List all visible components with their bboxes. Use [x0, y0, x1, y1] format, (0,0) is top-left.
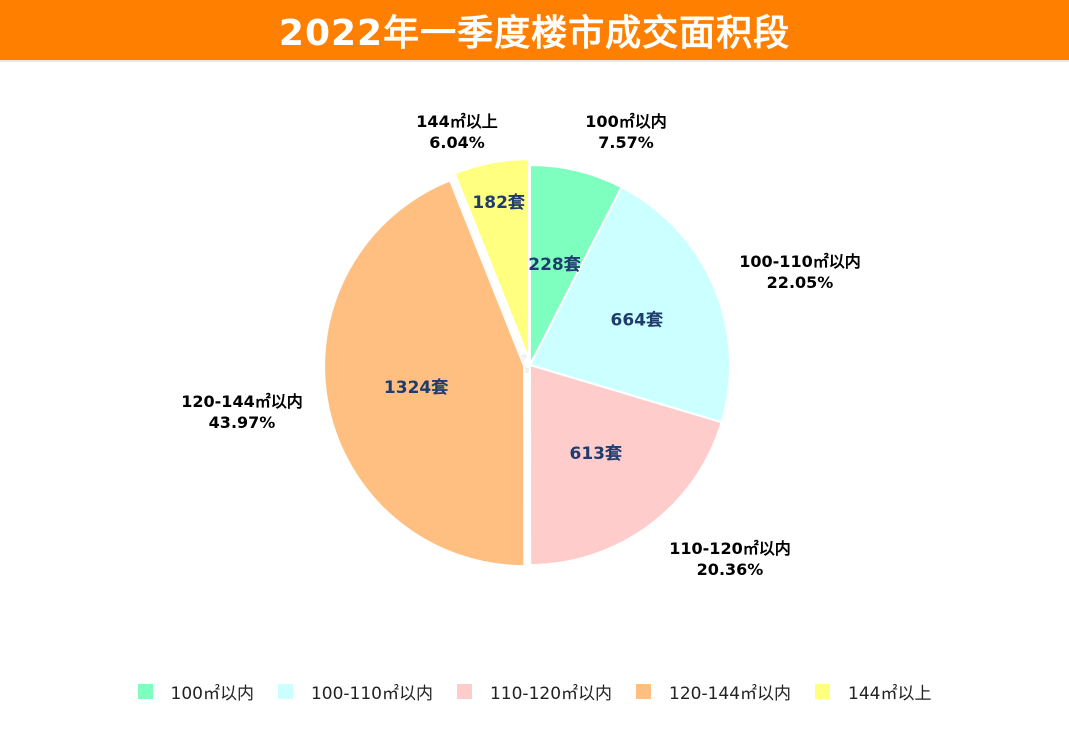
header-bar: 2022年一季度楼市成交面积段 [0, 0, 1069, 62]
legend-item-2: 100-110㎡以内 [277, 679, 433, 704]
slice-percent-label: 43.97% [209, 413, 276, 432]
pie-slice-3 [528, 363, 723, 567]
slice-category-label: 120-144㎡以内 [181, 392, 302, 411]
slice-value-label-3: 613套 [569, 443, 622, 464]
pie-slice-2 [528, 185, 731, 424]
chart-legend: 100㎡以内 100-110㎡以内 110-120㎡以内 120-144㎡以内 144㎡… [0, 676, 1069, 706]
legend-label: 120-144㎡以内 [669, 683, 792, 704]
slice-outer-label-1: 100㎡以内 7.57% [585, 112, 666, 152]
slice-category-label: 110-120㎡以内 [669, 539, 790, 558]
slice-value-label-2: 664套 [610, 310, 663, 331]
slice-percent-label: 6.04% [429, 133, 485, 152]
legend-label: 144㎡以上 [848, 683, 932, 704]
page-title: 2022年一季度楼市成交面积段 [278, 13, 791, 54]
pie-slice-1 [529, 163, 623, 366]
legend-item-3: 110-120㎡以内 [456, 679, 613, 704]
legend-label: 100-110㎡以内 [310, 683, 433, 704]
legend-swatch [636, 683, 652, 699]
legend-swatch [456, 683, 472, 699]
slice-category-label: 100㎡以内 [585, 112, 666, 131]
legend-swatch [815, 683, 831, 699]
slice-outer-label-5: 144㎡以上 6.04% [416, 112, 497, 152]
slice-category-label: 100-110㎡以内 [739, 252, 860, 271]
slice-category-label: 144㎡以上 [416, 112, 497, 131]
slice-value-label-4: 1324套 [384, 377, 449, 398]
slice-percent-label: 7.57% [598, 133, 654, 152]
legend-swatch [137, 683, 153, 699]
legend-item-5: 144㎡以上 [815, 679, 932, 704]
slice-percent-label: 20.36% [697, 560, 764, 579]
slice-value-label-1: 228套 [528, 254, 581, 275]
legend-item-4: 120-144㎡以内 [636, 679, 791, 704]
pie-slice-4 [323, 179, 526, 568]
legend-label: 100㎡以内 [170, 683, 254, 704]
legend-swatch [277, 683, 293, 699]
slice-percent-label: 22.05% [767, 273, 834, 292]
slice-outer-label-3: 110-120㎡以内 20.36% [669, 539, 790, 579]
slice-outer-label-2: 100-110㎡以内 22.05% [739, 252, 860, 292]
legend-item-1: 100㎡以内 [137, 679, 254, 704]
legend-label: 110-120㎡以内 [489, 683, 613, 704]
pie-slice-5 [453, 158, 530, 360]
slice-outer-label-4: 120-144㎡以内 43.97% [181, 392, 302, 432]
slice-value-label-5: 182套 [472, 192, 525, 213]
